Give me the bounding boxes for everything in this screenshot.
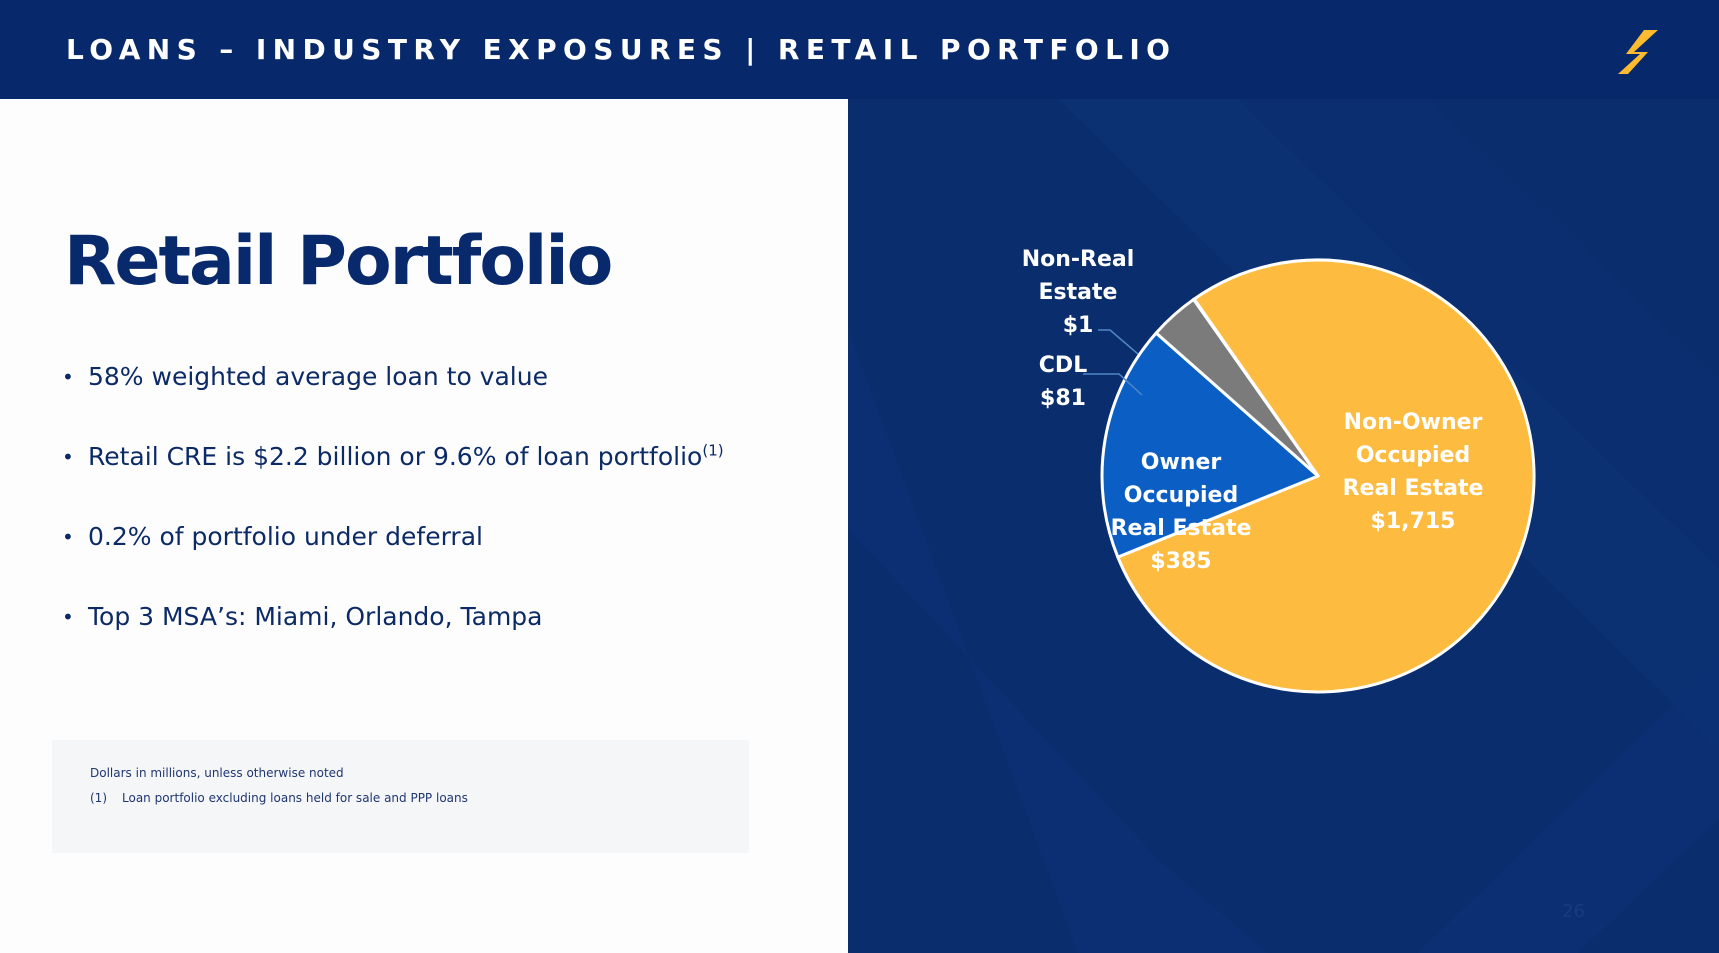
bullet-text: Top 3 MSA’s: Miami, Orlando, Tampa	[88, 602, 543, 631]
bullet-item: 58% weighted average loan to value	[62, 362, 724, 442]
footnote-ref: (1)	[702, 441, 724, 460]
header-title: LOANS – INDUSTRY EXPOSURES | RETAIL PORT…	[66, 33, 1177, 66]
slice-label-line: Owner	[1141, 450, 1222, 475]
bullet-text: 58% weighted average loan to value	[88, 362, 548, 391]
page-number: 26	[1562, 901, 1585, 922]
footnote-box: Dollars in millions, unless otherwise no…	[52, 740, 749, 853]
leader-line	[1098, 329, 1139, 355]
slice-label-line: Occupied	[1356, 443, 1470, 468]
slice-label-line: $1	[1063, 313, 1094, 338]
slice-label-line: $385	[1150, 549, 1211, 574]
bullet-text: Retail CRE is $2.2 billion or 9.6% of lo…	[88, 442, 703, 471]
bullet-item: Retail CRE is $2.2 billion or 9.6% of lo…	[62, 442, 724, 522]
bullet-list: 58% weighted average loan to value Retai…	[62, 362, 724, 682]
slice-label-line: Real Estate	[1343, 476, 1484, 501]
s-logo-icon	[1618, 30, 1658, 74]
slice-label: Owner Occupied Real Estate $385	[1111, 450, 1252, 574]
footnote-1: (1) Loan portfolio excluding loans held f…	[90, 791, 468, 805]
pie-slice	[1192, 297, 1320, 478]
slice-label-line: CDL	[1039, 353, 1087, 378]
footnote-text: Loan portfolio excluding loans held for …	[122, 791, 468, 805]
logo-mark	[1618, 30, 1658, 74]
slice-label-line: Real Estate	[1111, 516, 1252, 541]
slice-label-line: Non-Owner	[1344, 410, 1483, 435]
bullet-text: 0.2% of portfolio under deferral	[88, 522, 483, 551]
bullet-item: Top 3 MSA’s: Miami, Orlando, Tampa	[62, 602, 724, 682]
slice-label-line: $81	[1040, 386, 1086, 411]
bullet-item: 0.2% of portfolio under deferral	[62, 522, 724, 602]
page-title: Retail Portfolio	[64, 222, 613, 301]
header-bar: LOANS – INDUSTRY EXPOSURES | RETAIL PORT…	[0, 0, 1719, 99]
slice-label-line: Estate	[1039, 280, 1118, 305]
pie-slice	[1116, 258, 1536, 694]
slice-label: CDL $81	[1039, 353, 1087, 411]
slice-label-line: Non-Real	[1022, 247, 1135, 272]
units-note: Dollars in millions, unless otherwise no…	[90, 766, 344, 780]
footnote-number: (1)	[90, 791, 107, 805]
pie-slice	[1100, 331, 1320, 559]
slice-label: Non-Real Estate $1	[1022, 247, 1135, 338]
slice-label-line: Occupied	[1124, 483, 1238, 508]
leader-line	[1083, 373, 1143, 396]
slice-label: Non-Owner Occupied Real Estate $1,715	[1343, 410, 1484, 534]
slice-label-line: $1,715	[1371, 509, 1456, 534]
